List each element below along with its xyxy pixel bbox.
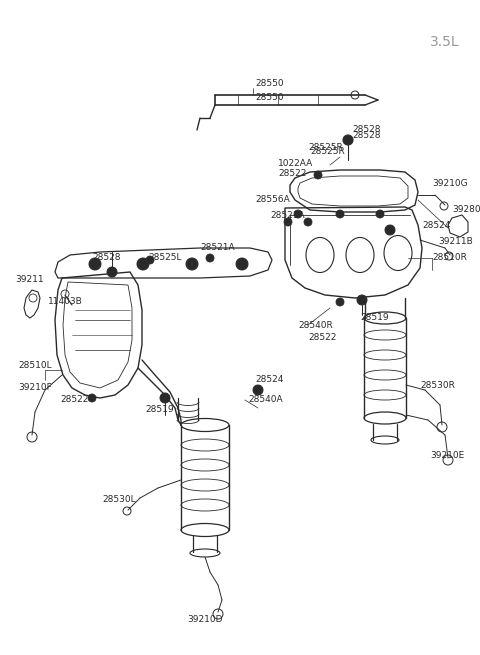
Circle shape — [284, 218, 292, 226]
Text: 28521A: 28521A — [270, 210, 305, 219]
Text: 39210G: 39210G — [432, 179, 468, 187]
Text: 28510R: 28510R — [432, 253, 467, 263]
Text: 28510L: 28510L — [18, 360, 52, 369]
Circle shape — [89, 258, 101, 270]
Text: 28525R: 28525R — [310, 147, 345, 157]
Text: 28528: 28528 — [352, 126, 381, 134]
Text: 28522: 28522 — [308, 333, 336, 343]
Text: 3.5L: 3.5L — [430, 35, 460, 49]
Text: 28550: 28550 — [255, 92, 284, 102]
Text: 28522: 28522 — [60, 396, 88, 405]
Text: 39210D: 39210D — [187, 616, 223, 624]
Circle shape — [146, 256, 154, 264]
Circle shape — [385, 225, 395, 235]
Circle shape — [294, 210, 302, 218]
Circle shape — [186, 258, 198, 270]
Circle shape — [376, 210, 384, 218]
Circle shape — [336, 210, 344, 218]
Circle shape — [206, 254, 214, 262]
Circle shape — [236, 258, 248, 270]
Circle shape — [314, 171, 322, 179]
Text: 28530R: 28530R — [420, 381, 455, 390]
Text: 28525L: 28525L — [148, 253, 181, 263]
Text: 28519: 28519 — [360, 314, 389, 322]
Text: 28522: 28522 — [278, 168, 306, 178]
Text: 28540R: 28540R — [298, 320, 333, 329]
Circle shape — [343, 135, 353, 145]
Text: 28525R: 28525R — [308, 143, 343, 153]
Text: 28540A: 28540A — [248, 396, 283, 405]
Text: 28530L: 28530L — [102, 495, 136, 504]
Circle shape — [137, 258, 149, 270]
Text: 28519: 28519 — [145, 405, 174, 415]
Text: 39211: 39211 — [15, 276, 44, 284]
Text: 39210E: 39210E — [430, 451, 464, 460]
Text: 39211B: 39211B — [438, 238, 473, 246]
Circle shape — [88, 394, 96, 402]
Text: 28550: 28550 — [255, 79, 284, 88]
Text: 1022AA: 1022AA — [278, 159, 313, 168]
Text: 28524: 28524 — [422, 221, 450, 229]
Text: 28521A: 28521A — [200, 244, 235, 252]
Text: 11403B: 11403B — [48, 297, 83, 307]
Circle shape — [357, 295, 367, 305]
Text: 39210F: 39210F — [18, 383, 52, 392]
Circle shape — [253, 385, 263, 395]
Circle shape — [107, 267, 117, 277]
Text: 39280: 39280 — [452, 206, 480, 214]
Text: 28528: 28528 — [92, 253, 120, 263]
Circle shape — [160, 393, 170, 403]
Text: 28556A: 28556A — [255, 195, 290, 204]
Circle shape — [304, 218, 312, 226]
Circle shape — [336, 298, 344, 306]
Text: 28524: 28524 — [255, 375, 283, 384]
Text: 28528: 28528 — [352, 130, 381, 140]
